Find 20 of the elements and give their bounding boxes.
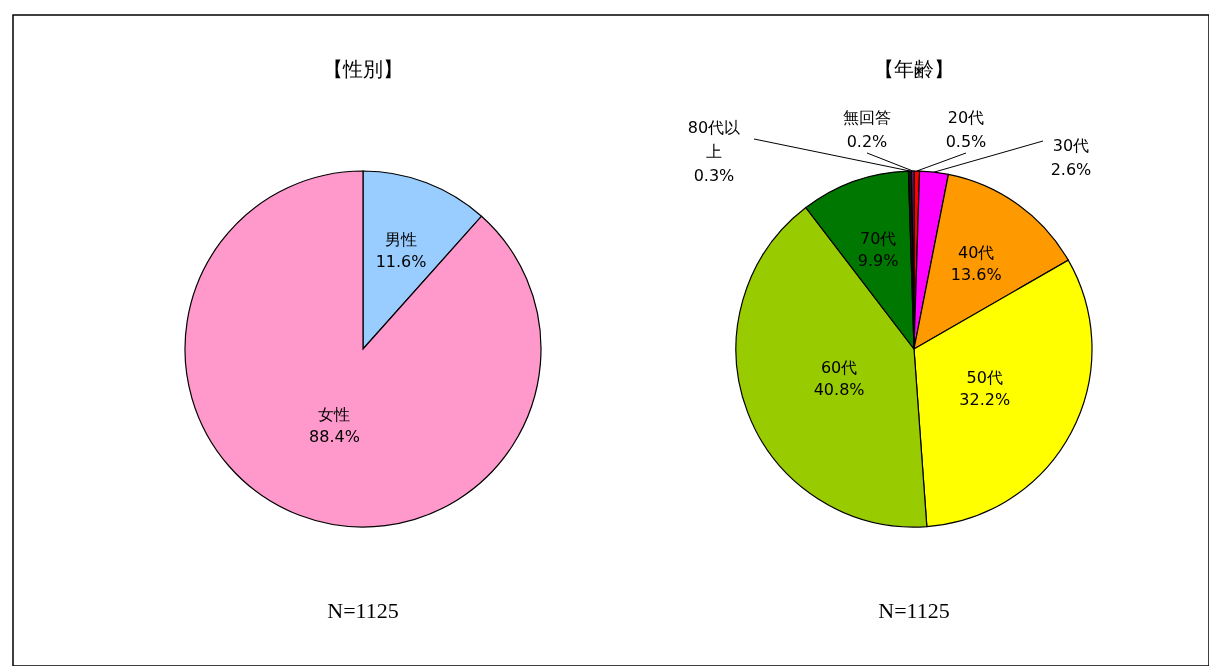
title: 【性別】 xyxy=(323,57,403,81)
label: 13.6% xyxy=(950,265,1002,285)
label: 40.8% xyxy=(813,380,865,400)
label: 50代 xyxy=(966,367,1003,387)
label: 30代 2.6% xyxy=(1050,136,1092,179)
label: 88.4% xyxy=(309,426,360,446)
label: 60代 xyxy=(820,358,858,378)
label: 80代以上 0.3% xyxy=(687,118,741,185)
label: 9.9% xyxy=(857,251,899,271)
annotation: N=1125 xyxy=(878,598,950,623)
annotation: N=1125 xyxy=(327,598,399,623)
label: 女性 xyxy=(318,404,351,424)
label: 20代 0.5% xyxy=(945,108,987,151)
label: 70代 xyxy=(860,229,897,249)
title: 【年齢】 xyxy=(874,57,954,81)
label: 無回答 0.2% xyxy=(843,108,891,151)
label: 40代 xyxy=(958,243,995,263)
label: 11.6% xyxy=(375,252,427,272)
label: 男性 xyxy=(385,230,418,250)
label: 32.2% xyxy=(959,389,1011,409)
